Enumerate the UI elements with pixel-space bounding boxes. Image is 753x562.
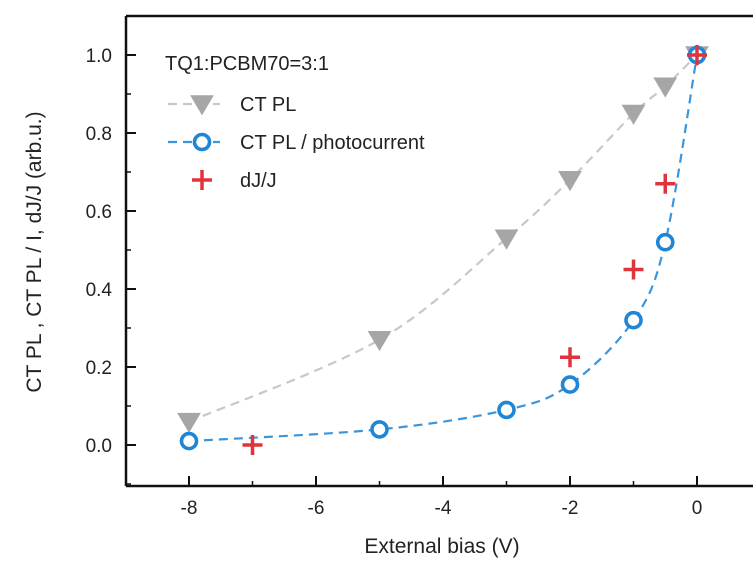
series-curve (188, 54, 699, 443)
y-tick-label: 1.0 (86, 46, 112, 67)
data-point (497, 400, 516, 420)
data-point (242, 435, 263, 455)
y-tick-label: 0.2 (86, 358, 112, 379)
legend-entry: CT PL (168, 94, 296, 116)
data-point (560, 347, 580, 368)
x-tick-label: -4 (435, 498, 452, 519)
y-tick-label: 0.0 (86, 436, 112, 457)
data-point (558, 171, 582, 192)
legend-label: CT PL / photocurrent (240, 132, 425, 154)
y-tick-label: 0.8 (86, 124, 112, 145)
legend-entry: CT PL / photocurrent (168, 132, 425, 154)
data-point (494, 229, 519, 250)
x-axis-title: External bias (V) (364, 535, 519, 558)
x-tick-label: -8 (181, 498, 198, 519)
data-point (655, 232, 675, 252)
legend-marker (192, 170, 212, 190)
legend-label: dJ/J (240, 170, 277, 192)
x-tick-label: -2 (562, 498, 579, 519)
chart-annotation: TQ1:PCBM70=3:1 (165, 53, 329, 75)
data-point (560, 375, 580, 394)
x-tick-label: 0 (692, 498, 703, 519)
data-point (177, 412, 201, 434)
data-point (179, 431, 199, 451)
legend-label: CT PL (240, 94, 296, 116)
y-axis-title: CT PL , CT PL / I, dJ/J (arb.u.) (23, 111, 46, 392)
y-tick-label: 0.6 (86, 202, 112, 223)
data-point (653, 77, 678, 98)
legend-marker (190, 95, 214, 116)
legend-entry: dJ/J (192, 170, 277, 192)
data-point (624, 310, 643, 330)
data-point (621, 104, 646, 125)
data-point (370, 420, 389, 439)
data-point (623, 259, 644, 280)
fit-curves (188, 54, 699, 443)
y-tick-label: 0.4 (86, 280, 113, 301)
data-point (655, 173, 676, 194)
data-point (687, 45, 707, 65)
legend: CT PL CT PL / photocurrent dJ/J (168, 94, 425, 192)
x-tick-label: -6 (308, 498, 325, 519)
legend-marker (192, 132, 212, 152)
axes: 0.0 0.2 0.4 0.6 0.8 1.0 -8 -6 -4 -2 0 (86, 14, 753, 519)
data-point (367, 330, 392, 352)
markers (177, 45, 709, 455)
